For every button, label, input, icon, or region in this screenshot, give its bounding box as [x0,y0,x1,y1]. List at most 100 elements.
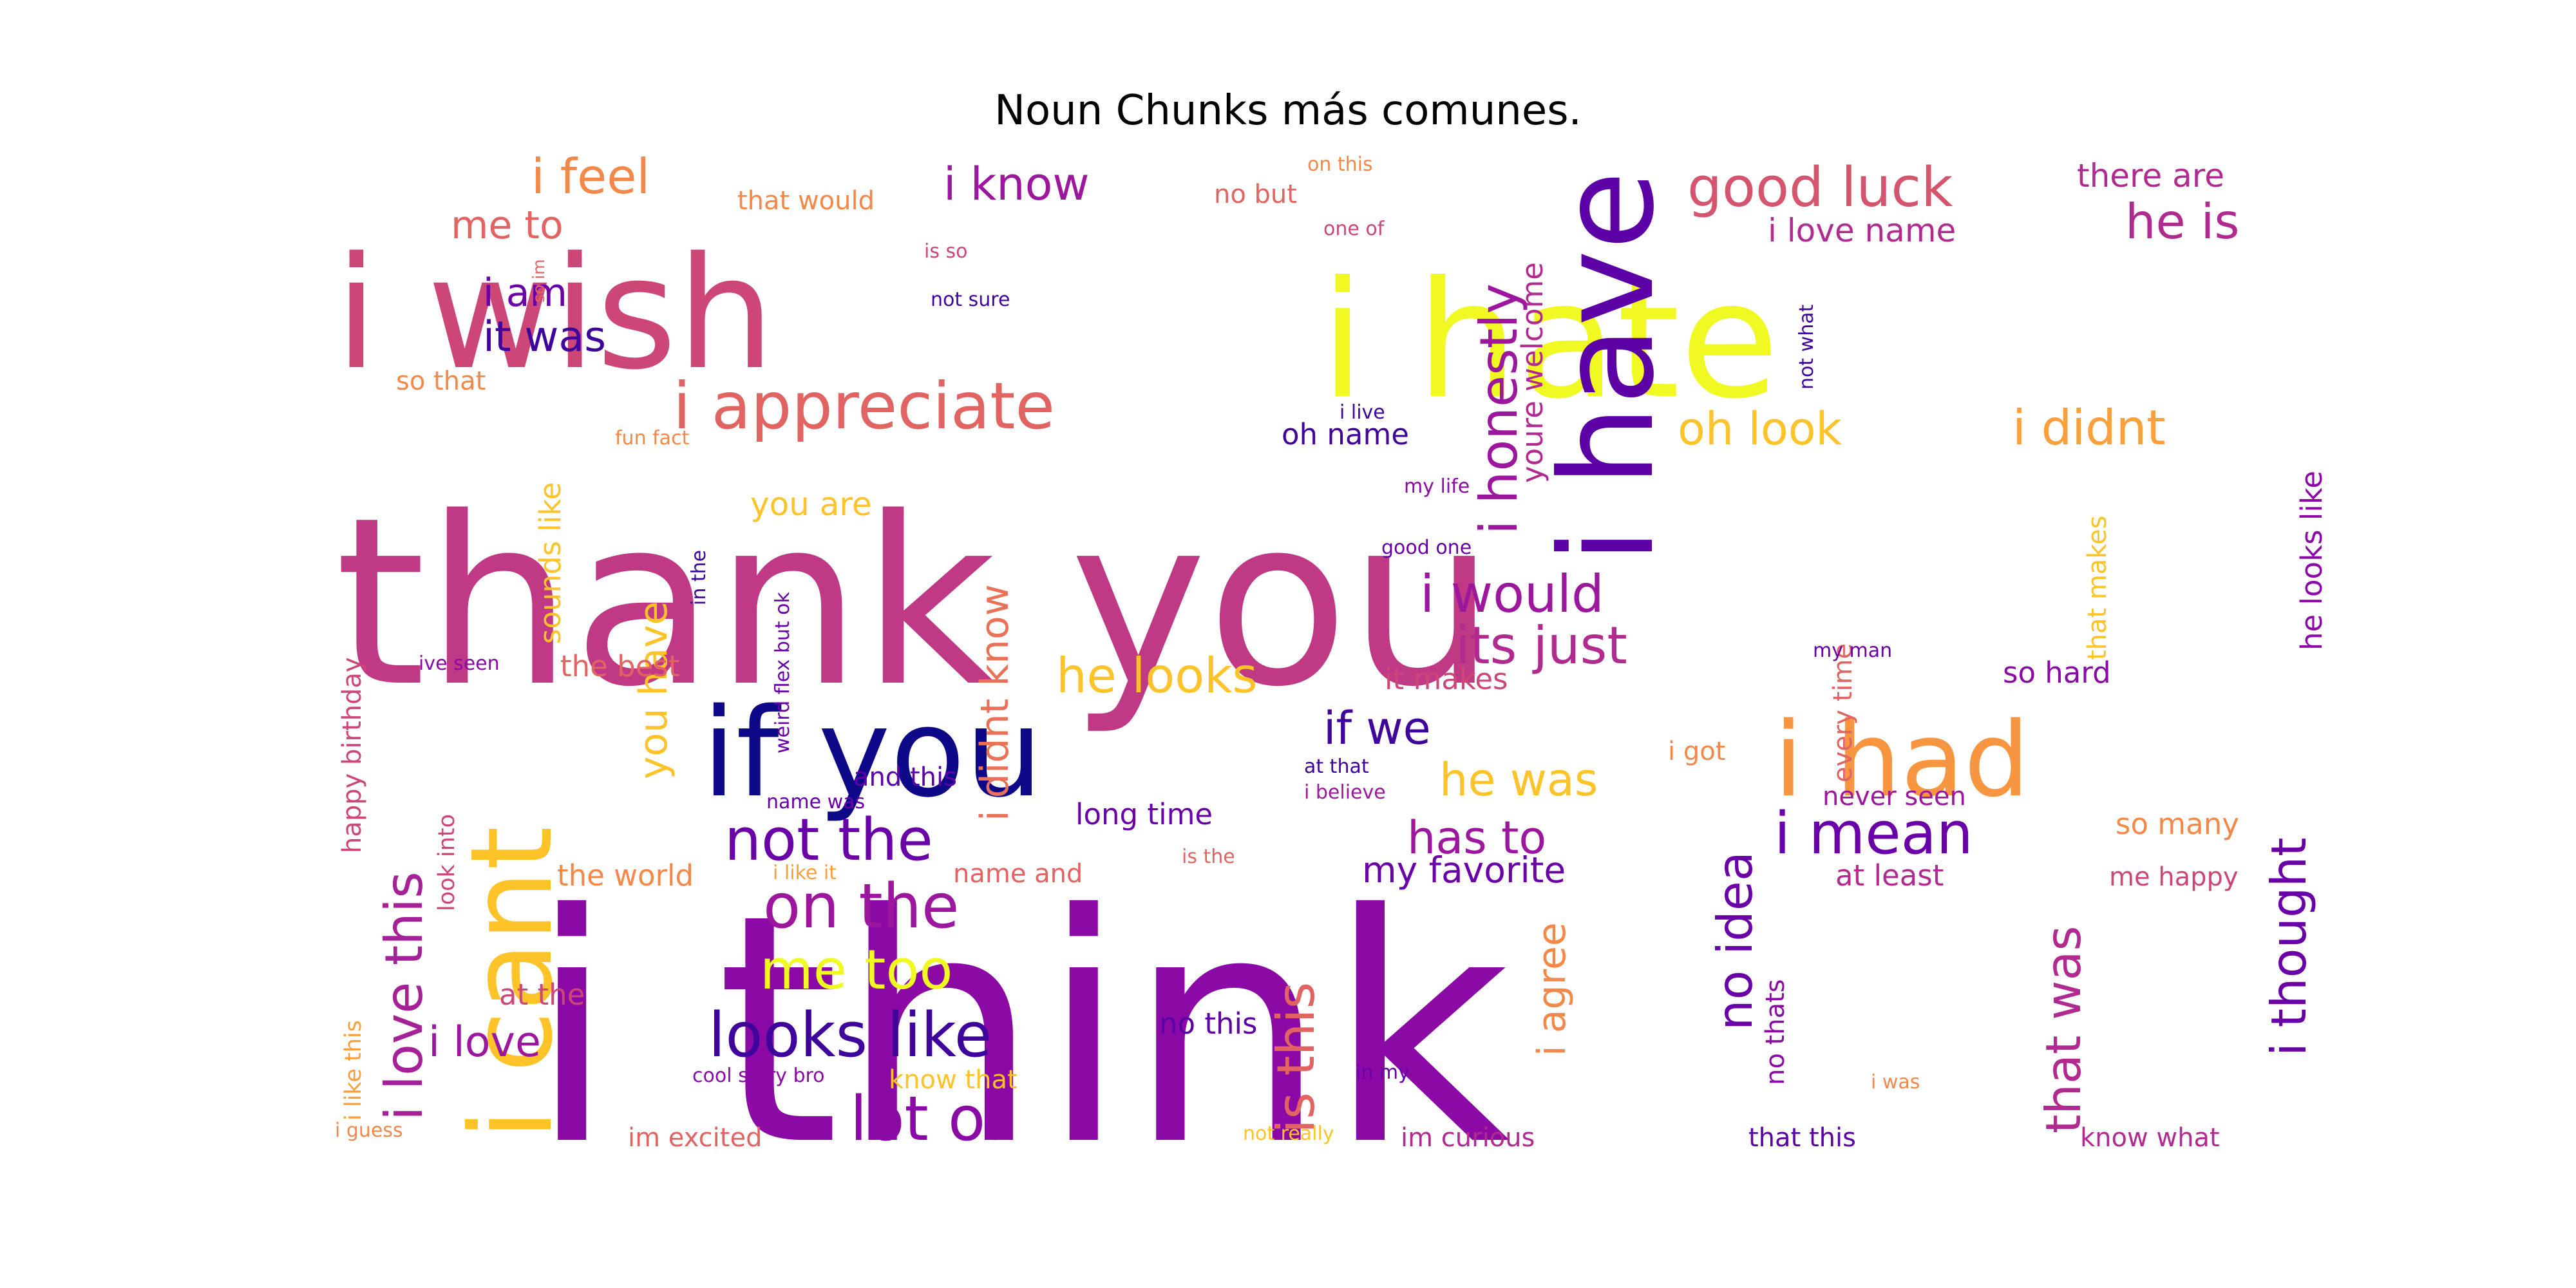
word-never-seen: never seen [1823,782,1966,811]
word-that-would: that would [737,186,875,216]
word-i-guess: i guess [335,1119,403,1142]
word-name-and: name and [953,859,1083,889]
word-i-wish: i wish [335,223,775,404]
word-so-many: so many [2116,807,2239,841]
word-good-one: good one [1381,536,1472,559]
word-i-live: i live [1340,401,1385,424]
word-he-looks: he looks [1056,647,1258,704]
word-in-my: in my [1356,1061,1410,1084]
word-there-are: there are [2077,157,2224,194]
word-so-hard: so hard [2003,656,2111,690]
word-every-time: every time [1828,643,1858,782]
word-its-just: its just [1455,616,1627,676]
word-that-makes: that makes [2083,515,2112,660]
word-so-im: so im [529,259,548,303]
word-looks-like: looks like [708,1000,992,1071]
chart-title: Noun Chunks más comunes. [994,87,1582,135]
word-on-this: on this [1307,153,1373,176]
word-ive-seen: ive seen [419,652,500,675]
word-me-too: me too [760,938,952,1002]
word-at-the: at the [499,978,585,1012]
word-on-the: on the [763,871,959,942]
word-i-mean: i mean [1774,800,1973,867]
word-no-this: no this [1159,1007,1257,1041]
word-i-would: i would [1420,564,1604,624]
word-in-the: in the [688,550,710,605]
word-i-feel: i feel [531,148,650,205]
word-long-time: long time [1075,797,1213,831]
word-it-was: it was [483,313,606,361]
word-he-was: he was [1439,753,1598,806]
word-oh-look: oh look [1678,402,1842,455]
word-i-agree: i agree [1530,922,1575,1056]
word-you-have: you have [631,601,676,779]
word-me-happy: me happy [2109,862,2239,892]
word-is-the: is the [1182,846,1235,868]
word-i-am: i am [483,270,567,316]
word-i-had: i had [1774,699,2029,820]
word-i-believe: i believe [1304,781,1386,804]
word-i-thought: i thought [2260,837,2317,1056]
word-i-love-name: i love name [1768,212,1956,249]
word-fun-fact: fun fact [615,427,690,450]
word-i-hate: i hate [1320,247,1779,434]
word-happy-birthday: happy birthday [337,657,367,853]
word-one-of: one of [1323,218,1385,240]
word-youre-welcome: youre welcome [1515,262,1549,483]
word-not-what: not what [1795,304,1818,390]
word-i-know: i know [943,158,1090,211]
word-look-into: look into [434,814,460,911]
word-name-was: name was [766,791,865,813]
word-is-so: is so [924,240,968,263]
word-at-least: at least [1835,858,1944,893]
word-thank-you: thank you [335,468,1495,737]
word-my-life: my life [1404,475,1470,498]
word-has-to: has to [1407,811,1546,864]
word-im-excited: im excited [628,1123,762,1153]
word-i-didnt-know: i didnt know [972,584,1018,821]
word-lot-of: lot of [850,1084,1009,1155]
word-weird-flex-but-ok: weird flex but ok [772,591,794,753]
word-i-didnt: i didnt [2012,399,2166,456]
word-the-world: the world [557,858,694,893]
word-i-got: i got [1668,737,1725,766]
word-is-this: is this [1266,982,1326,1133]
word-no-but: no but [1214,180,1297,209]
word-if-we: if we [1323,702,1431,755]
word-i-was: i was [1871,1071,1920,1094]
word-i-honestly: i honestly [1469,283,1529,535]
word-at-that: at that [1304,755,1369,778]
word-so-that: so that [396,366,486,396]
word-he-looks-like: he looks like [2295,471,2329,650]
word-oh-name: oh name [1282,417,1409,451]
word-i-have: i have [1533,171,1683,564]
word-that-this: that this [1748,1123,1856,1153]
word-i-think: i think [528,847,1510,1215]
word-the-best: the best [560,649,680,683]
word-sounds-like: sounds like [533,482,567,644]
word-my-favorite: my favorite [1362,849,1566,891]
word-if-you: if you [702,682,1043,824]
word-no-idea: no idea [1707,851,1763,1030]
word-know-that: know that [889,1065,1018,1095]
word-you-are: you are [750,486,872,523]
word-that-was: that was [2035,925,2092,1133]
word-not-the: not the [724,806,933,874]
word-i-love: i love [428,1018,541,1066]
word-not-really: not really [1243,1122,1334,1145]
word-im-curious: im curious [1401,1123,1535,1153]
word-i-like-this: i like this [341,1020,366,1121]
word-i-like-it: i like it [773,862,837,884]
word-my-man: my man [1813,639,1892,662]
word-no-thats: no thats [1761,979,1790,1085]
word-know-what: know what [2080,1123,2220,1153]
word-it-makes: it makes [1385,662,1508,696]
word-cool-story-bro: cool story bro [692,1065,825,1087]
word-and-this: and this [853,762,957,792]
word-i-appreciate: i appreciate [673,368,1055,444]
word-i-love-this: i love this [374,871,434,1121]
word-i-cant: i cant [447,826,578,1140]
word-he-is: he is [2125,193,2239,250]
